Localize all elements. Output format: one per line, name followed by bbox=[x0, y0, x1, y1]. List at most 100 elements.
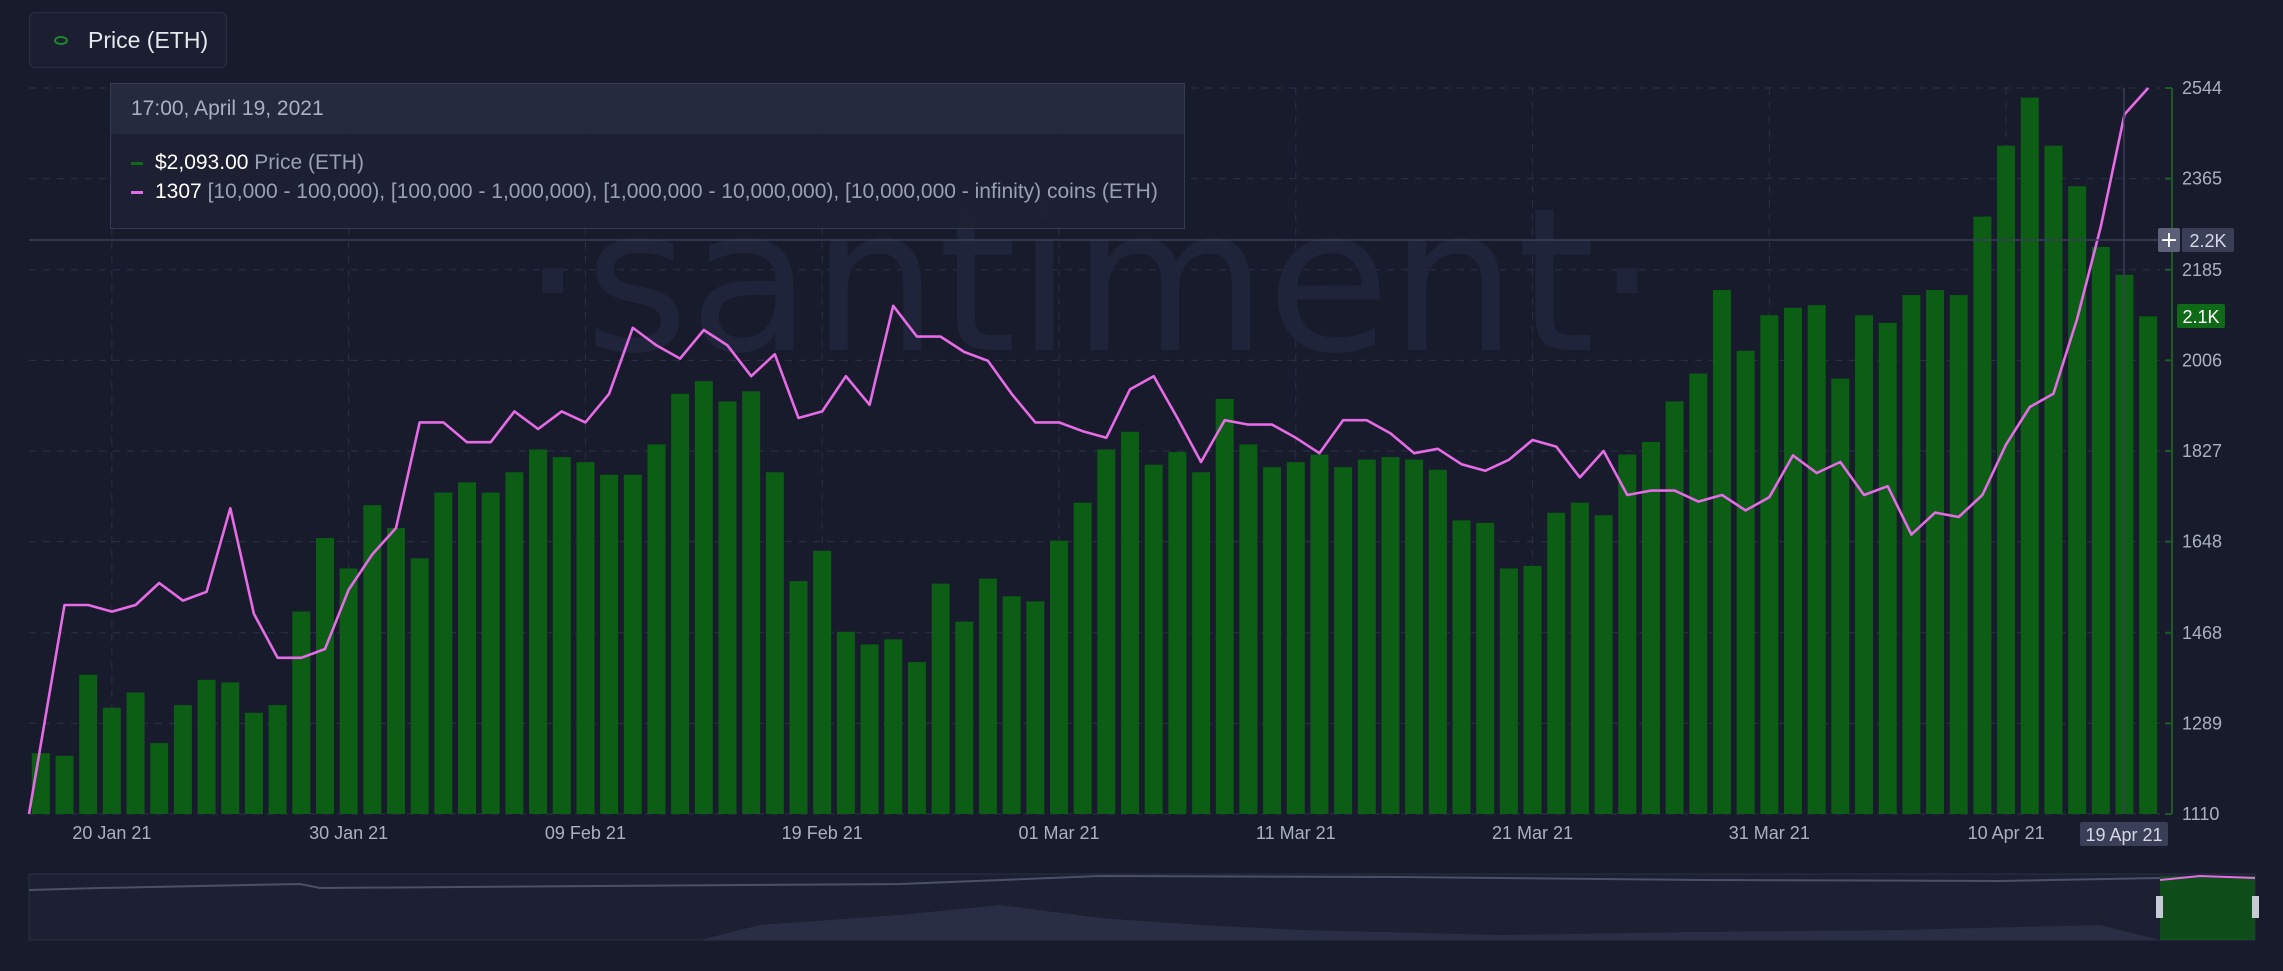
price-bar[interactable] bbox=[1618, 454, 1637, 814]
price-bar[interactable] bbox=[1215, 398, 1234, 814]
price-bar[interactable] bbox=[315, 538, 334, 814]
price-bar[interactable] bbox=[1949, 295, 1968, 814]
price-bar[interactable] bbox=[1144, 464, 1163, 814]
price-bar[interactable] bbox=[1736, 350, 1755, 814]
price-bar[interactable] bbox=[1192, 472, 1211, 814]
price-bar[interactable] bbox=[813, 550, 832, 814]
price-bar[interactable] bbox=[860, 644, 879, 814]
price-bar[interactable] bbox=[434, 492, 453, 814]
price-bar[interactable] bbox=[1878, 322, 1897, 814]
legend-price[interactable]: Price (ETH) bbox=[29, 12, 227, 68]
holders-line-path[interactable] bbox=[27, 87, 2150, 815]
price-bar[interactable] bbox=[2068, 186, 2087, 814]
price-bar[interactable] bbox=[2139, 316, 2158, 814]
price-bar[interactable] bbox=[268, 705, 287, 814]
price-bar[interactable] bbox=[1357, 459, 1376, 814]
price-bar[interactable] bbox=[1381, 457, 1400, 814]
price-bar[interactable] bbox=[529, 449, 548, 814]
eye-icon[interactable] bbox=[54, 35, 68, 45]
price-bar[interactable] bbox=[126, 692, 145, 814]
price-bar[interactable] bbox=[1997, 145, 2016, 815]
price-bar[interactable] bbox=[1760, 315, 1779, 814]
price-bar[interactable] bbox=[1334, 467, 1353, 814]
price-bar[interactable] bbox=[2020, 97, 2039, 814]
price-bar[interactable] bbox=[1002, 596, 1021, 814]
price-bar[interactable] bbox=[458, 482, 477, 814]
price-bar[interactable] bbox=[79, 674, 98, 814]
price-bar[interactable] bbox=[1689, 373, 1708, 814]
navigator[interactable] bbox=[28, 873, 2259, 941]
price-bar[interactable] bbox=[1168, 452, 1187, 814]
price-bar[interactable] bbox=[789, 581, 808, 814]
navigator-handle-right[interactable] bbox=[2252, 896, 2259, 918]
price-bar[interactable] bbox=[363, 505, 382, 814]
price-bar[interactable] bbox=[1452, 520, 1471, 814]
price-bar[interactable] bbox=[1641, 441, 1660, 814]
price-bar[interactable] bbox=[600, 474, 619, 814]
price-bar[interactable] bbox=[1665, 401, 1684, 814]
price-bar[interactable] bbox=[1926, 290, 1945, 815]
price-bar[interactable] bbox=[1902, 295, 1921, 814]
price-bars[interactable] bbox=[31, 97, 2158, 815]
price-bar[interactable] bbox=[1973, 216, 1992, 815]
price-bar[interactable] bbox=[955, 621, 974, 814]
price-bar[interactable] bbox=[197, 679, 216, 814]
price-bar[interactable] bbox=[1783, 307, 1802, 814]
price-bar[interactable] bbox=[1405, 459, 1424, 814]
y-tick-label: 1289 bbox=[2182, 713, 2222, 733]
price-bar[interactable] bbox=[765, 472, 784, 814]
price-bar[interactable] bbox=[505, 472, 524, 814]
price-bar[interactable] bbox=[836, 631, 855, 814]
price-bar[interactable] bbox=[55, 755, 74, 814]
price-bar[interactable] bbox=[150, 743, 169, 814]
tooltip-holders-name: [10,000 - 100,000), [100,000 - 1,000,000… bbox=[207, 180, 1158, 203]
navigator-selection[interactable] bbox=[2160, 876, 2255, 940]
price-bar[interactable] bbox=[1523, 565, 1542, 814]
price-bar[interactable] bbox=[102, 707, 121, 814]
price-bar[interactable] bbox=[1263, 467, 1282, 814]
price-bar[interactable] bbox=[671, 393, 690, 814]
price-bar[interactable] bbox=[1097, 449, 1116, 814]
price-bar[interactable] bbox=[1428, 469, 1447, 814]
price-bar[interactable] bbox=[1547, 512, 1566, 814]
price-bar[interactable] bbox=[718, 401, 737, 814]
price-bar[interactable] bbox=[1239, 444, 1258, 814]
price-bar[interactable] bbox=[1049, 540, 1068, 814]
price-bar[interactable] bbox=[1121, 431, 1140, 814]
price-bar[interactable] bbox=[552, 457, 571, 814]
holders-line[interactable] bbox=[27, 87, 2150, 815]
price-bar[interactable] bbox=[884, 639, 903, 814]
price-bar[interactable] bbox=[173, 705, 192, 814]
price-bar[interactable] bbox=[410, 558, 429, 814]
price-bar[interactable] bbox=[1310, 454, 1329, 814]
price-bar[interactable] bbox=[694, 381, 713, 814]
price-bar[interactable] bbox=[387, 527, 406, 814]
price-bar[interactable] bbox=[647, 444, 666, 814]
price-bar[interactable] bbox=[1499, 568, 1518, 814]
price-bar[interactable] bbox=[1026, 601, 1045, 814]
price-bar[interactable] bbox=[244, 712, 263, 814]
price-bar[interactable] bbox=[623, 474, 642, 814]
navigator-handle-left[interactable] bbox=[2156, 896, 2163, 918]
price-bar[interactable] bbox=[1855, 315, 1874, 814]
price-bar[interactable] bbox=[292, 611, 311, 814]
price-bar[interactable] bbox=[978, 578, 997, 814]
price-bar[interactable] bbox=[1286, 462, 1305, 814]
price-bar[interactable] bbox=[742, 391, 761, 814]
price-bar[interactable] bbox=[576, 462, 595, 814]
price-bar[interactable] bbox=[931, 583, 950, 814]
price-bar[interactable] bbox=[1476, 522, 1495, 814]
price-bar[interactable] bbox=[2044, 145, 2063, 815]
price-bar[interactable] bbox=[907, 662, 926, 814]
price-bar[interactable] bbox=[2091, 246, 2110, 815]
chart-tooltip: 17:00, April 19, 2021 $2,093.00 Price (E… bbox=[110, 83, 1185, 229]
price-bar[interactable] bbox=[1807, 305, 1826, 814]
price-bar[interactable] bbox=[1073, 502, 1092, 814]
price-bar[interactable] bbox=[1712, 290, 1731, 815]
price-bar[interactable] bbox=[1570, 502, 1589, 814]
price-bar[interactable] bbox=[1594, 515, 1613, 814]
price-bar[interactable] bbox=[481, 492, 500, 814]
price-bar[interactable] bbox=[221, 682, 240, 814]
price-bar[interactable] bbox=[339, 568, 358, 814]
price-bar[interactable] bbox=[1831, 378, 1850, 814]
